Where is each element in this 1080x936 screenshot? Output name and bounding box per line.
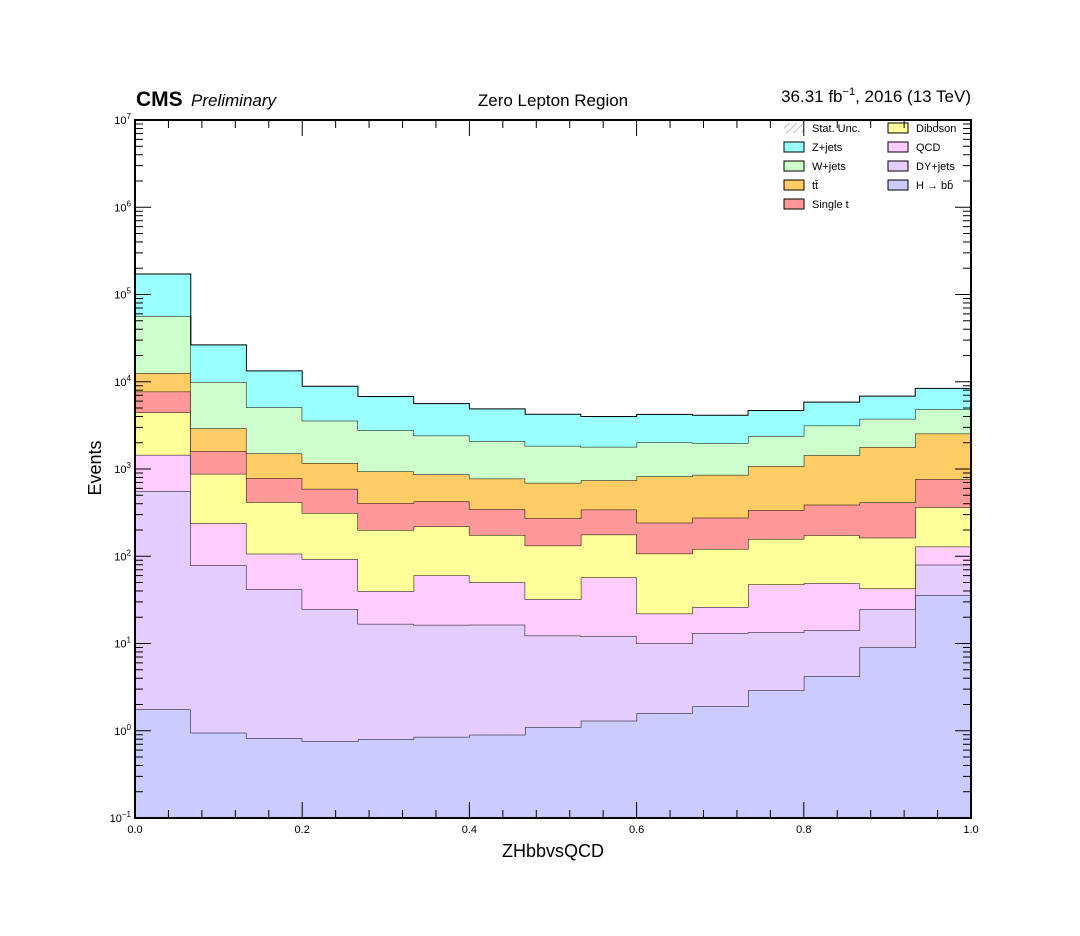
legend-swatch xyxy=(783,141,805,153)
legend-entry-z-jets: Z+jets xyxy=(783,141,843,154)
legend: Stat. Unc. Z+jets W+jets tt̄ Single t Diboson… xyxy=(783,122,956,211)
legend-label: QCD xyxy=(916,142,941,154)
legend-swatch xyxy=(783,160,805,172)
legend-entry-diboson: Diboson xyxy=(887,122,956,135)
y-tick-label: 100 xyxy=(114,723,131,738)
x-tick-label: 0.8 xyxy=(796,824,811,836)
legend-label: Single t xyxy=(812,199,849,211)
y-tick-label: 106 xyxy=(114,199,131,214)
legend-swatch-stat-unc xyxy=(784,123,804,133)
stack-area-w-jets xyxy=(135,316,971,483)
stack-area-z-jets xyxy=(135,274,971,447)
stack-area-dy-jets xyxy=(135,491,971,742)
legend-entry-stat-unc: Stat. Unc. xyxy=(784,123,860,135)
legend-swatch xyxy=(783,179,805,191)
cms-label: CMS xyxy=(136,88,183,111)
y-tick-label: 102 xyxy=(114,548,131,563)
x-tick-label: 0.2 xyxy=(295,824,310,836)
legend-label: Diboson xyxy=(916,123,956,135)
legend-entry-qcd: QCD xyxy=(887,141,941,154)
legend-label: tt̄ xyxy=(812,180,818,192)
legend-label: Z+jets xyxy=(812,142,843,154)
y-tick-label: 103 xyxy=(114,461,131,476)
legend-swatch xyxy=(887,179,909,191)
y-tick-label: 105 xyxy=(114,287,131,302)
legend-label: H → bb̄ xyxy=(916,179,953,192)
y-tick-label: 107 xyxy=(114,112,131,127)
x-tick-label: 1.0 xyxy=(963,824,978,836)
x-tick-label: 0.6 xyxy=(629,824,644,836)
legend-swatch xyxy=(887,141,909,153)
x-tick-label: 0.0 xyxy=(127,824,142,836)
x-tick-label: 0.4 xyxy=(462,824,477,836)
lumi-label: 36.31 fb−1, 2016 (13 TeV) xyxy=(781,86,971,106)
stack-area-diboson xyxy=(135,412,971,614)
legend-swatch xyxy=(783,198,805,210)
legend-swatch xyxy=(887,122,909,134)
legend-swatch xyxy=(887,160,909,172)
stack-area-qcd xyxy=(135,454,971,644)
stack-area-h-bb xyxy=(135,594,971,818)
axes: 0.0 0.2 0.4 0.6 0.8 1.0 10−1 100 101 102 103 104 105… xyxy=(110,112,979,836)
stack-area-ttbar xyxy=(135,372,971,523)
y-tick-label: 104 xyxy=(114,374,131,389)
stack-layer xyxy=(135,273,971,818)
legend-label: Stat. Unc. xyxy=(812,123,860,135)
legend-entry-ttbar: tt̄ xyxy=(783,179,818,192)
legend-label: DY+jets xyxy=(916,161,955,173)
chart-title: Zero Lepton Region xyxy=(478,91,628,110)
x-axis-title: ZHbbvsQCD xyxy=(502,841,604,861)
y-axis-title: Events xyxy=(85,440,105,495)
legend-entry-w-jets: W+jets xyxy=(783,160,846,173)
preliminary-label: Preliminary xyxy=(191,91,278,110)
y-tick-label: 10−1 xyxy=(110,810,132,825)
stack-area-single-t xyxy=(135,391,971,554)
y-tick-label: 101 xyxy=(114,636,131,651)
stack-outline-z-jets xyxy=(135,273,971,418)
legend-entry-h-bb: H → bb̄ xyxy=(887,179,953,192)
legend-entry-single-t: Single t xyxy=(783,198,849,211)
legend-label: W+jets xyxy=(812,161,846,173)
legend-entry-dy-jets: DY+jets xyxy=(887,160,955,173)
